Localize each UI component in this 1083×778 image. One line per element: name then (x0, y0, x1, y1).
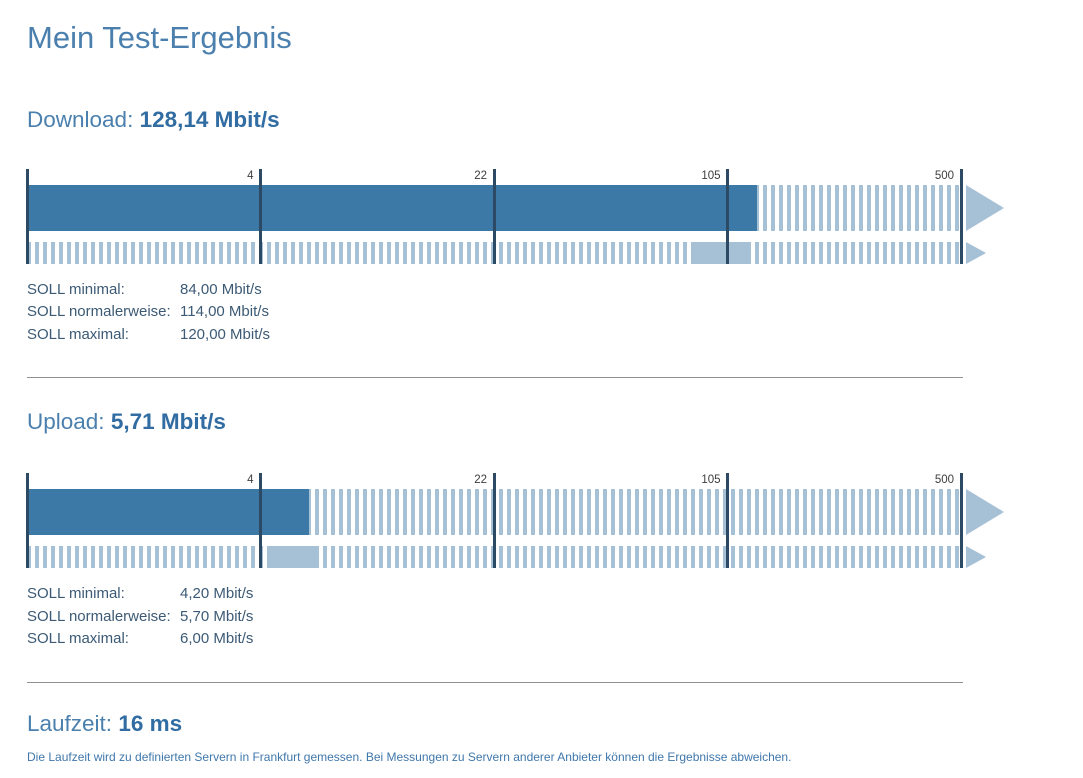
upload-heading: Upload: 5,71 Mbit/s (27, 408, 226, 435)
axis-tick (726, 168, 729, 264)
soll-maximal-label: SOLL maximal: (27, 325, 129, 343)
soll-minimal-value: 4,20 Mbit/s (180, 585, 254, 603)
upload-result-bar (27, 489, 310, 536)
axis-tick-label: 500 (934, 474, 954, 487)
arrow-right-icon (966, 546, 986, 569)
axis-tick (959, 168, 963, 264)
download-label: Download: (27, 106, 140, 132)
download-result-bar (27, 184, 758, 231)
axis-tick (492, 473, 496, 569)
laufzeit-heading: Laufzeit: 16 ms (27, 710, 182, 737)
upload-chart: 4 22 105 500 (25, 473, 1004, 569)
axis-tick-label: 22 (474, 169, 487, 182)
axis-tick (25, 168, 29, 264)
table-row: SOLL normalerweise: 114,00 Mbit/s (27, 301, 270, 324)
soll-normal-value: 114,00 Mbit/s (180, 303, 269, 321)
axis-tick-label: 22 (474, 474, 487, 487)
arrow-right-icon (966, 184, 1004, 231)
soll-normal-label: SOLL normalerweise: (27, 607, 171, 625)
download-value: 128,14 Mbit/s (139, 106, 280, 132)
table-row: SOLL maximal: 120,00 Mbit/s (27, 324, 270, 347)
laufzeit-footnote: Die Laufzeit wird zu definierten Servern… (27, 749, 792, 764)
axis-tick-label: 500 (934, 169, 954, 182)
axis-tick (25, 473, 29, 569)
upload-label: Upload: (27, 409, 111, 435)
soll-maximal-value: 6,00 Mbit/s (180, 630, 254, 648)
axis-tick-label: 105 (701, 474, 721, 487)
table-row: SOLL normalerweise: 5,70 Mbit/s (27, 606, 253, 629)
soll-minimal-label: SOLL minimal: (27, 280, 125, 298)
axis-tick (259, 473, 262, 569)
axis-tick (726, 473, 729, 569)
page-title: Mein Test-Ergebnis (27, 20, 292, 55)
table-row: SOLL minimal: 4,20 Mbit/s (27, 583, 253, 606)
axis-tick (959, 473, 963, 569)
soll-minimal-value: 84,00 Mbit/s (180, 280, 262, 298)
laufzeit-value: 16 ms (118, 710, 183, 736)
soll-minimal-label: SOLL minimal: (27, 585, 125, 603)
soll-normal-value: 5,70 Mbit/s (180, 607, 254, 625)
download-target-range-bar (694, 241, 748, 264)
axis-tick (259, 168, 262, 264)
laufzeit-label: Laufzeit: (27, 710, 119, 736)
section-divider (27, 377, 963, 379)
table-row: SOLL maximal: 6,00 Mbit/s (27, 628, 253, 651)
upload-soll-table: SOLL minimal: 4,20 Mbit/s SOLL normalerw… (27, 583, 253, 651)
arrow-right-icon (966, 489, 1004, 536)
download-heading: Download: 128,14 Mbit/s (27, 106, 280, 133)
download-chart: 4 22 105 500 (25, 168, 1004, 264)
section-divider (27, 681, 963, 683)
upload-value: 5,71 Mbit/s (110, 409, 226, 435)
soll-maximal-value: 120,00 Mbit/s (180, 325, 271, 343)
axis-tick (492, 168, 496, 264)
download-soll-table: SOLL minimal: 84,00 Mbit/s SOLL normaler… (27, 279, 270, 347)
axis-tick-label: 4 (247, 169, 254, 182)
axis-tick-label: 4 (247, 474, 254, 487)
table-row: SOLL minimal: 84,00 Mbit/s (27, 279, 270, 302)
soll-normal-label: SOLL normalerweise: (27, 303, 171, 321)
axis-tick-label: 105 (701, 169, 721, 182)
arrow-right-icon (966, 241, 986, 264)
soll-maximal-label: SOLL maximal: (27, 630, 129, 648)
upload-target-range-bar (267, 546, 317, 569)
